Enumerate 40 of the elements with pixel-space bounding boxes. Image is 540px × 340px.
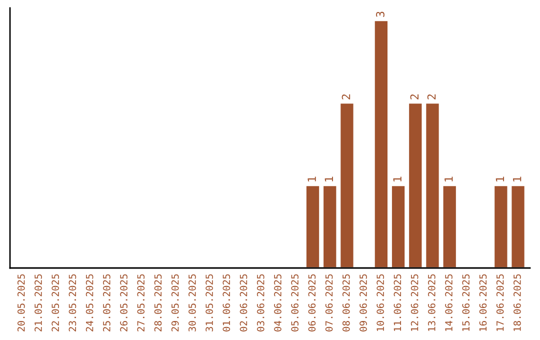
x-tick-label: 18.06.2025 <box>514 274 521 331</box>
x-tick-label: 06.06.2025 <box>308 274 316 332</box>
x-tick-label: 31.05.2025 <box>206 274 213 332</box>
x-tick-label: 24.05.2025 <box>86 274 94 332</box>
x-tick-label: 15.06.2025 <box>462 274 470 331</box>
data-label: 1 <box>496 176 504 182</box>
x-tick-label: 25.05.2025 <box>102 274 110 332</box>
x-tick-label: 28.05.2025 <box>154 274 162 332</box>
x-tick-label: 09.06.2025 <box>360 274 367 332</box>
x-tick-label: 05.06.2025 <box>291 274 299 332</box>
x-tick-label: 01.06.2025 <box>222 274 230 332</box>
x-tick-label: 17.06.2025 <box>496 274 504 331</box>
data-label: 1 <box>308 176 316 182</box>
data-label: 1 <box>393 176 402 182</box>
data-label: 3 <box>376 12 384 17</box>
x-tick-label: 02.06.2025 <box>240 274 248 332</box>
x-tick-label: 20.05.2025 <box>17 274 25 332</box>
data-label: 2 <box>342 94 350 100</box>
x-tick-label: 11.06.2025 <box>394 274 402 331</box>
x-tick-label: 26.05.2025 <box>120 274 128 332</box>
x-tick-label: 14.06.2025 <box>445 274 452 331</box>
x-tick-label: 03.06.2025 <box>256 274 264 332</box>
x-tick-label: 13.06.2025 <box>428 274 436 331</box>
x-tick-label: 08.06.2025 <box>342 274 350 332</box>
x-tick-label: 16.06.2025 <box>479 274 487 331</box>
x-tick-label: 12.06.2025 <box>410 274 418 331</box>
x-tick-label: 29.05.2025 <box>171 274 179 332</box>
data-label: 1 <box>324 176 333 182</box>
x-tick-label: 07.06.2025 <box>325 274 333 332</box>
data-label: 1 <box>444 176 453 182</box>
x-tick-label: 22.05.2025 <box>52 274 60 332</box>
x-tick-label: 23.05.2025 <box>68 274 76 332</box>
data-label: 1 <box>513 176 522 182</box>
x-tick-label: 30.05.2025 <box>188 274 196 332</box>
data-label: 2 <box>410 94 418 100</box>
data-label: 2 <box>427 94 436 100</box>
x-tick-label: 27.05.2025 <box>137 274 145 332</box>
x-tick-label: 21.05.2025 <box>34 274 42 332</box>
x-tick-label: 10.06.2025 <box>376 274 384 331</box>
x-tick-label: 04.06.2025 <box>274 274 282 332</box>
